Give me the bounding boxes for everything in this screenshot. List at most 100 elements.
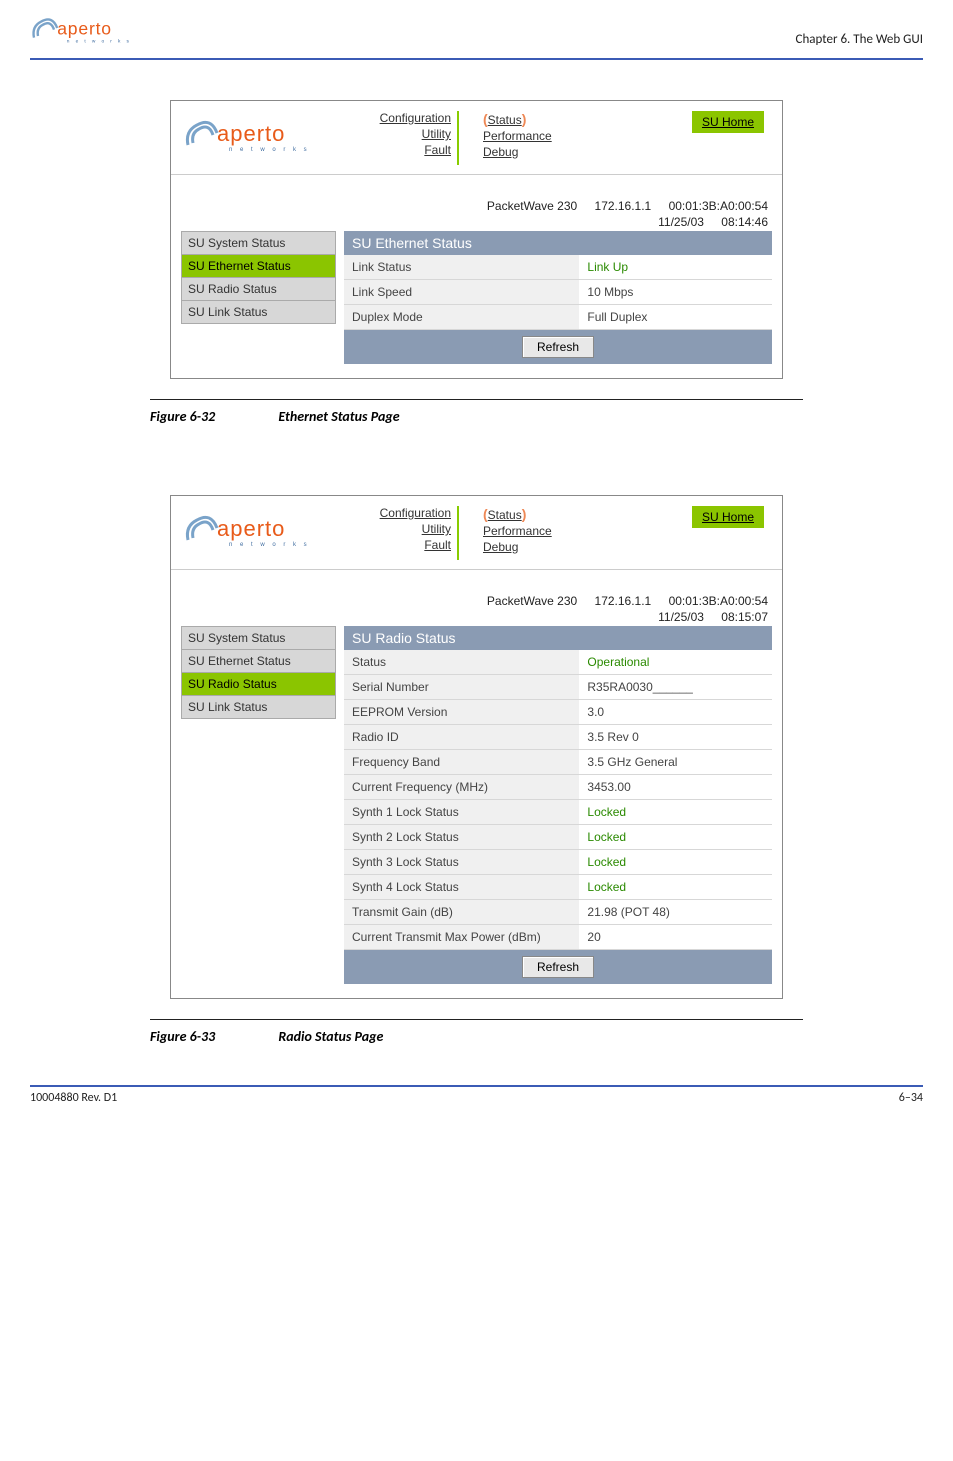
screenshot-radio: aperto n e t w o r k s Configuration Uti… [170,495,783,999]
sidebar-item[interactable]: SU Radio Status [181,672,336,696]
status-table: StatusOperationalSerial NumberR35RA0030_… [344,650,772,950]
nav-debug[interactable]: Debug [483,540,577,554]
nav-group: Configuration Utility Fault (Status) Per… [359,504,692,560]
su-home-link[interactable]: SU Home [692,111,764,133]
su-home-link[interactable]: SU Home [692,506,764,528]
table-row: Synth 1 Lock StatusLocked [344,800,772,825]
sidebar-item[interactable]: SU Ethernet Status [181,254,336,278]
row-label: Frequency Band [344,750,579,775]
page-footer: 10004880 Rev. D1 6–34 [30,1085,923,1105]
sidebar: SU System StatusSU Ethernet StatusSU Rad… [181,626,336,718]
nav-status[interactable]: Status [488,113,522,127]
svg-text:aperto: aperto [217,516,285,541]
sidebar-item[interactable]: SU System Status [181,231,336,255]
row-value: 3453.00 [579,775,772,800]
table-row: StatusOperational [344,650,772,675]
nav-fault[interactable]: Fault [359,143,451,157]
row-label: Link Speed [344,280,579,305]
caption-title: Ethernet Status Page [278,408,399,425]
device-date: 11/25/03 [658,610,704,624]
row-label: Status [344,650,579,675]
table-row: Synth 4 Lock StatusLocked [344,875,772,900]
device-info: PacketWave 230 172.16.1.1 00:01:3B:A0:00… [171,570,782,626]
panel-title: SU Radio Status [344,626,772,650]
figure-caption: Figure 6-33 Radio Status Page [150,1028,803,1045]
footer-right: 6–34 [899,1091,923,1105]
gui-header: aperto n e t w o r k s Configuration Uti… [171,496,782,570]
sidebar-item[interactable]: SU Link Status [181,695,336,719]
nav-debug[interactable]: Debug [483,145,577,159]
device-date: 11/25/03 [658,215,704,229]
sidebar-item[interactable]: SU Link Status [181,300,336,324]
table-row: Current Transmit Max Power (dBm)20 [344,925,772,950]
row-value: Locked [579,850,772,875]
row-value: Operational [579,650,772,675]
chapter-label: Chapter 6. The Web GUI [796,10,923,47]
row-value: 3.5 Rev 0 [579,725,772,750]
device-time: 08:15:07 [721,610,768,624]
aperto-logo-gui: aperto n e t w o r k s [183,113,333,163]
row-value: 21.98 (POT 48) [579,900,772,925]
panel-title: SU Ethernet Status [344,231,772,255]
row-label: Link Status [344,255,579,280]
device-info: PacketWave 230 172.16.1.1 00:01:3B:A0:00… [171,175,782,231]
figure-caption: Figure 6-32 Ethernet Status Page [150,408,803,425]
row-value: 3.5 GHz General [579,750,772,775]
row-label: Synth 1 Lock Status [344,800,579,825]
row-label: Current Frequency (MHz) [344,775,579,800]
nav-utility[interactable]: Utility [359,127,451,141]
device-mac: 00:01:3B:A0:00:54 [669,594,768,608]
page-header: aperto n e t w o r k s Chapter 6. The We… [30,10,923,60]
sidebar-item[interactable]: SU System Status [181,626,336,650]
refresh-button[interactable]: Refresh [522,956,594,978]
svg-text:n e t w o r k s: n e t w o r k s [229,147,310,153]
svg-text:n e t w o r k s: n e t w o r k s [229,542,310,548]
sidebar-item[interactable]: SU Radio Status [181,277,336,301]
nav-utility[interactable]: Utility [359,522,451,536]
nav-performance[interactable]: Performance [483,524,577,538]
row-label: Synth 2 Lock Status [344,825,579,850]
nav-configuration[interactable]: Configuration [359,506,451,520]
curve-icon: ) [522,506,527,522]
logo-brand: aperto [57,18,112,38]
caption-rule [150,1019,803,1020]
nav-status[interactable]: Status [488,508,522,522]
row-value: R35RA0030______ [579,675,772,700]
row-value: 3.0 [579,700,772,725]
row-value: Locked [579,825,772,850]
device-mac: 00:01:3B:A0:00:54 [669,199,768,213]
table-row: Transmit Gain (dB)21.98 (POT 48) [344,900,772,925]
status-table: Link StatusLink UpLink Speed10 MbpsDuple… [344,255,772,330]
table-row: Link StatusLink Up [344,255,772,280]
table-row: Link Speed10 Mbps [344,280,772,305]
nav-configuration[interactable]: Configuration [359,111,451,125]
aperto-logo-gui: aperto n e t w o r k s [183,508,333,558]
table-row: Frequency Band3.5 GHz General [344,750,772,775]
table-row: Radio ID3.5 Rev 0 [344,725,772,750]
refresh-button[interactable]: Refresh [522,336,594,358]
screenshot-ethernet: aperto n e t w o r k s Configuration Uti… [170,100,783,379]
device-ip: 172.16.1.1 [595,199,652,213]
device-model: PacketWave 230 [487,594,577,608]
table-row: Serial NumberR35RA0030______ [344,675,772,700]
row-label: Serial Number [344,675,579,700]
aperto-logo-header: aperto n e t w o r k s [30,10,150,54]
row-label: Current Transmit Max Power (dBm) [344,925,579,950]
table-row: Synth 2 Lock StatusLocked [344,825,772,850]
row-label: Radio ID [344,725,579,750]
device-model: PacketWave 230 [487,199,577,213]
row-value: Link Up [579,255,772,280]
table-row: Current Frequency (MHz)3453.00 [344,775,772,800]
table-row: Duplex ModeFull Duplex [344,305,772,330]
row-label: Synth 4 Lock Status [344,875,579,900]
sidebar-item[interactable]: SU Ethernet Status [181,649,336,673]
table-row: Synth 3 Lock StatusLocked [344,850,772,875]
device-time: 08:14:46 [721,215,768,229]
row-label: Duplex Mode [344,305,579,330]
nav-performance[interactable]: Performance [483,129,577,143]
nav-fault[interactable]: Fault [359,538,451,552]
footer-left: 10004880 Rev. D1 [30,1091,117,1105]
row-label: Synth 3 Lock Status [344,850,579,875]
sidebar: SU System StatusSU Ethernet StatusSU Rad… [181,231,336,323]
row-label: EEPROM Version [344,700,579,725]
